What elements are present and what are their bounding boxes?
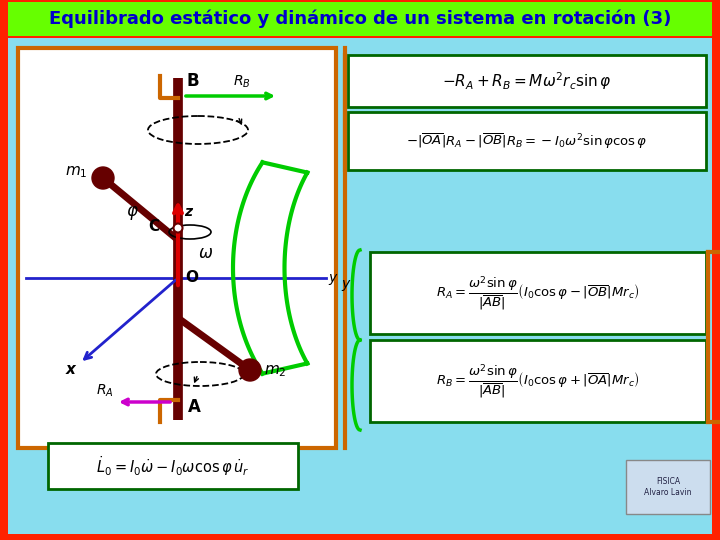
Text: $m_1$: $m_1$ [65, 164, 88, 180]
Text: z: z [184, 205, 192, 219]
Text: $\dot{L}_0 = I_0\dot{\omega} - I_0\omega\cos\varphi\,\dot{u}_r$: $\dot{L}_0 = I_0\dot{\omega} - I_0\omega… [96, 454, 250, 478]
Text: A: A [188, 398, 201, 416]
Text: $R_B = \dfrac{\omega^2 \sin\varphi}{|\overline{AB}|}\left(I_0\cos\varphi + |\ove: $R_B = \dfrac{\omega^2 \sin\varphi}{|\ov… [436, 362, 640, 400]
Circle shape [239, 359, 261, 381]
FancyBboxPatch shape [48, 443, 298, 489]
Circle shape [92, 167, 114, 189]
FancyBboxPatch shape [370, 340, 706, 422]
FancyBboxPatch shape [8, 38, 712, 534]
Text: $\omega$: $\omega$ [198, 244, 213, 262]
Text: $R_B$: $R_B$ [233, 74, 251, 90]
FancyBboxPatch shape [348, 112, 706, 170]
Circle shape [174, 224, 182, 233]
Text: $-R_A + R_B = M\omega^2 r_c \sin\varphi$: $-R_A + R_B = M\omega^2 r_c \sin\varphi$ [442, 70, 612, 92]
Text: $-|\overline{OA}|R_A - |\overline{OB}|R_B = -I_0\omega^2\sin\varphi\cos\varphi$: $-|\overline{OA}|R_A - |\overline{OB}|R_… [406, 131, 648, 151]
Text: Equilibrado estático y dinámico de un sistema en rotación (3): Equilibrado estático y dinámico de un si… [49, 10, 671, 28]
FancyBboxPatch shape [348, 55, 706, 107]
Text: $m_2$: $m_2$ [264, 363, 287, 379]
Text: $R_A = \dfrac{\omega^2 \sin\varphi}{|\overline{AB}|}\left(I_0\cos\varphi - |\ove: $R_A = \dfrac{\omega^2 \sin\varphi}{|\ov… [436, 274, 640, 312]
FancyBboxPatch shape [8, 2, 712, 36]
Text: $R_A$: $R_A$ [96, 383, 114, 400]
Text: $\varphi$: $\varphi$ [126, 204, 139, 222]
Text: y: y [328, 271, 336, 285]
Text: FISICA
Alvaro Lavin: FISICA Alvaro Lavin [644, 477, 692, 497]
Text: x: x [66, 362, 76, 377]
FancyBboxPatch shape [370, 252, 706, 334]
Text: B: B [186, 72, 199, 90]
Text: y: y [341, 277, 349, 291]
Text: O: O [185, 270, 198, 285]
FancyBboxPatch shape [18, 48, 336, 448]
Text: C: C [148, 219, 159, 234]
FancyBboxPatch shape [626, 460, 710, 514]
